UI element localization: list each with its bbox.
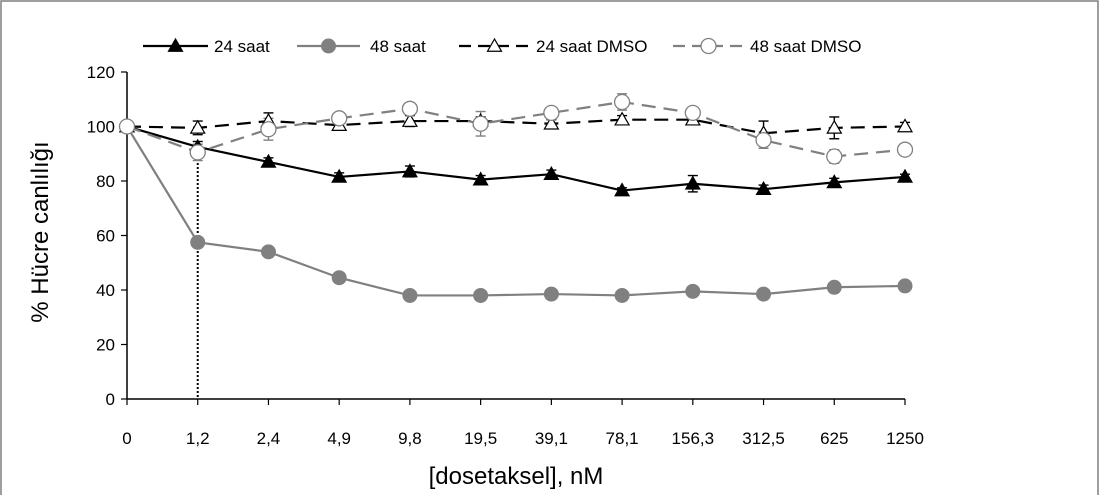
data-point-triangle [896,168,914,183]
x-tick-label: 1,2 [186,429,210,448]
y-tick-label: 20 [96,336,115,355]
x-tick-label: 39,1 [535,429,568,448]
x-tick-label: 19,5 [464,429,497,448]
data-point-circle [756,286,772,302]
data-point-triangle [755,180,772,196]
y-tick-label: 80 [96,172,115,191]
data-point-circle [896,141,914,158]
data-point-triangle [260,153,277,168]
data-point-circle [897,278,913,294]
y-tick-label: 60 [96,227,115,246]
x-tick-label: 78,1 [606,429,639,448]
data-point-circle [472,115,489,132]
data-point-circle [613,93,631,111]
data-point-triangle [331,168,348,183]
x-tick-label: 2,4 [257,429,281,448]
legend-label-1: 48 saat [370,37,426,56]
data-point-circle [543,104,560,122]
data-point-triangle [826,174,843,189]
y-tick-label: 0 [106,390,115,409]
x-tick-label: 9,8 [398,429,422,448]
chart-legend: 24 saat 48 saat 24 saat DMSO 48 saat DMSO [143,37,862,56]
x-tick-label: 4,9 [327,429,351,448]
data-point-triangle [401,163,418,178]
y-axis-ticks: 0 20 40 60 80 100 120 [87,63,127,409]
data-point-circle [331,270,347,286]
data-point-circle [684,104,701,122]
data-point-circle [190,234,206,250]
series-markers [118,93,914,303]
data-point-circle [260,121,277,138]
x-tick-label: 312,5 [742,429,785,448]
y-tick-label: 40 [96,281,115,300]
legend-label-3: 48 saat DMSO [750,37,862,56]
data-point-circle [260,244,276,260]
data-point-circle [321,38,336,54]
series-line-2 [126,118,906,135]
data-point-circle [755,131,772,149]
series-lines [126,100,906,297]
data-point-triangle [543,115,560,130]
y-axis-title: % Hücre canlılığı [27,141,54,322]
data-point-circle [189,144,206,161]
data-point-circle [473,287,489,303]
x-tick-label: 625 [820,429,848,448]
data-point-triangle [472,171,489,186]
x-tick-label: 0 [122,429,131,448]
data-point-triangle [614,182,631,197]
data-point-circle [826,148,843,165]
y-tick-label: 120 [87,63,115,82]
data-point-circle [402,287,418,303]
data-point-triangle [189,119,206,134]
data-point-circle [543,286,559,302]
data-point-circle [118,118,136,135]
x-tick-label: 1250 [886,429,924,448]
data-point-circle [401,100,419,117]
data-point-circle [685,283,701,299]
y-tick-label: 100 [87,118,115,137]
series-line-1 [126,125,906,297]
data-point-triangle [486,37,503,52]
legend-label-2: 24 saat DMSO [536,37,648,56]
data-point-triangle [896,118,914,133]
data-point-triangle [614,111,631,126]
series-line-0 [126,125,906,192]
data-point-triangle [543,165,560,181]
data-point-triangle [167,37,184,52]
data-point-circle [331,110,348,127]
legend-label-0: 24 saat [214,37,270,56]
data-point-circle [700,37,717,55]
data-point-circle [614,287,630,303]
data-point-triangle [684,175,701,190]
series-line-3 [126,100,906,158]
data-point-circle [826,279,842,295]
data-point-triangle [401,112,418,127]
x-axis-ticks: 0 1,2 2,4 4,9 9,8 19,5 39,1 78,1 156,3 312,5 625 12… [122,399,924,448]
x-tick-label: 156,3 [672,429,715,448]
x-axis-title: [dosetaksel], nM [429,463,604,490]
data-point-triangle [826,119,843,134]
